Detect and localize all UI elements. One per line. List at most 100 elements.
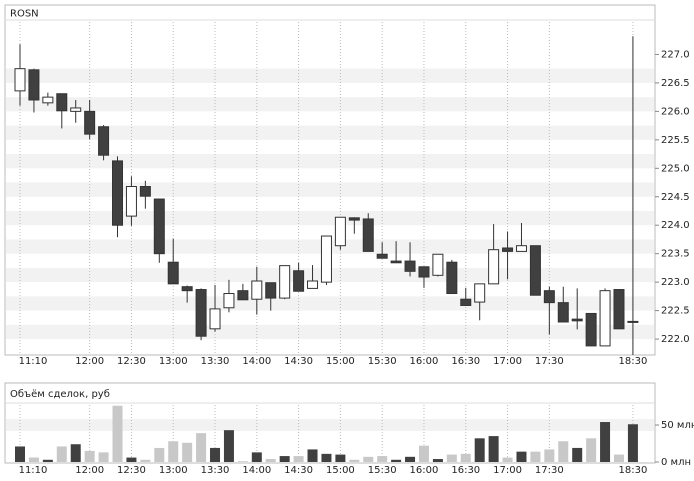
volume-bar	[70, 444, 81, 462]
x-tick-label: 17:30	[535, 356, 564, 367]
volume-bar	[627, 424, 638, 462]
candle-body	[181, 286, 193, 292]
x-tick-label: 14:00	[242, 356, 271, 367]
candle-body	[446, 261, 458, 295]
grid-band	[6, 182, 654, 197]
x-tick-label: 16:30	[451, 465, 480, 476]
candle-body	[627, 320, 639, 323]
x-tick-label: 11:10	[19, 356, 48, 367]
candle-body	[557, 302, 569, 323]
volume-bar	[572, 447, 583, 462]
grid-band	[6, 154, 654, 169]
grid-band	[6, 324, 654, 340]
grid-band	[6, 210, 654, 226]
volume-bar	[600, 422, 611, 462]
candle-body	[251, 280, 263, 300]
x-tick-label: 14:00	[242, 465, 271, 476]
volume-bar	[544, 449, 555, 462]
x-tick-label: 13:30	[201, 465, 230, 476]
volume-bar	[335, 454, 346, 462]
candle-body	[307, 280, 319, 289]
volume-bar	[418, 445, 429, 462]
candle-body	[432, 253, 444, 276]
volume-bar	[28, 457, 39, 462]
y-tick-label: 226.5	[661, 78, 690, 89]
x-tick-label: 13:00	[159, 356, 188, 367]
volume-bar	[530, 451, 541, 462]
x-tick-label: 12:30	[117, 356, 146, 367]
volume-bar	[377, 456, 388, 462]
candle-body	[195, 289, 207, 337]
grid-band	[6, 125, 654, 140]
volume-bar	[405, 456, 416, 462]
volume-bar	[293, 456, 304, 462]
grid-band	[6, 418, 654, 431]
grid-band	[6, 97, 654, 112]
y-tick-label: 224.0	[661, 220, 690, 231]
volume-bar	[279, 456, 290, 462]
y-tick-label: 0 млн	[661, 457, 691, 468]
y-tick-label: 223.0	[661, 277, 690, 288]
volume-bar	[182, 442, 193, 462]
volume-bar	[168, 441, 179, 462]
x-tick-label: 11:10	[19, 465, 48, 476]
x-tick-label: 15:00	[326, 465, 355, 476]
volume-bar	[432, 459, 443, 462]
candle-body	[125, 186, 137, 217]
panel-title: Объём сделок, руб	[10, 389, 110, 400]
candle-body	[167, 261, 179, 285]
candle-body	[613, 289, 625, 330]
candle-body	[28, 69, 40, 101]
x-tick-label: 17:30	[535, 465, 564, 476]
y-tick-label: 224.5	[661, 192, 690, 203]
x-tick-label: 15:30	[368, 465, 397, 476]
volume-bar	[307, 449, 318, 462]
volume-bar	[223, 430, 234, 462]
volume-bar	[363, 456, 374, 462]
x-tick-label: 12:00	[75, 356, 104, 367]
x-tick-label: 17:00	[493, 465, 522, 476]
candle-body	[153, 198, 165, 255]
y-tick-label: 225.0	[661, 163, 690, 174]
candle-body	[334, 216, 346, 247]
candle-body	[265, 282, 277, 299]
volume-bar	[98, 452, 109, 462]
candle-body	[320, 235, 332, 283]
candle-body	[376, 253, 388, 259]
volume-bar	[349, 459, 360, 462]
candle-body	[84, 110, 96, 135]
volume-bar	[502, 457, 513, 462]
y-tick-label: 222.5	[661, 306, 690, 317]
candle-body	[293, 270, 305, 292]
volume-bar	[251, 452, 262, 462]
candle-body	[515, 245, 527, 252]
x-tick-label: 16:00	[410, 356, 439, 367]
volume-bar	[56, 446, 67, 462]
volume-bar	[613, 454, 624, 462]
volume-bar	[84, 450, 95, 462]
y-tick-label: 50 млн	[661, 420, 694, 431]
y-tick-label: 222.0	[661, 334, 690, 345]
x-tick-label: 15:00	[326, 356, 355, 367]
volume-bar	[154, 447, 165, 462]
x-tick-label: 13:30	[201, 356, 230, 367]
volume-bar	[516, 451, 527, 462]
volume-bar	[391, 459, 402, 462]
y-tick-label: 226.0	[661, 106, 690, 117]
candle-body	[14, 68, 26, 92]
volume-bar	[112, 405, 123, 462]
volume-bar	[265, 459, 276, 462]
candle-body	[474, 283, 486, 303]
x-tick-label: 15:30	[368, 356, 397, 367]
x-tick-label: 14:30	[284, 356, 313, 367]
candle-body	[348, 217, 360, 221]
candle-body	[599, 290, 611, 347]
y-tick-label: 225.5	[661, 135, 690, 146]
y-tick-label: 223.5	[661, 249, 690, 260]
x-tick-label: 14:30	[284, 465, 313, 476]
volume-bar	[126, 457, 137, 462]
candle-body	[502, 247, 514, 252]
volume-bar	[237, 461, 248, 462]
candle-body	[139, 186, 151, 197]
